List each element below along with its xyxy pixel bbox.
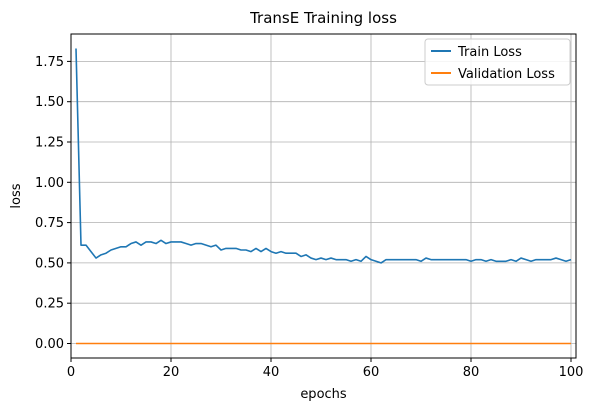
x-tick-label: 20 bbox=[163, 365, 180, 380]
x-tick-label: 100 bbox=[559, 365, 584, 380]
plot-frame bbox=[70, 33, 577, 359]
x-tick-label: 60 bbox=[363, 365, 380, 380]
y-tick-label: 0.25 bbox=[35, 297, 64, 312]
x-tick-label: 0 bbox=[67, 365, 75, 380]
series-line-train-loss bbox=[75, 48, 572, 264]
y-tick-label: 0.50 bbox=[35, 256, 64, 271]
y-tick-label: 1.50 bbox=[35, 95, 64, 110]
y-tick-label: 1.75 bbox=[35, 55, 64, 70]
y-tick-label: 0.00 bbox=[35, 337, 64, 352]
legend: Train Loss Validation Loss bbox=[424, 38, 571, 86]
legend-box bbox=[424, 38, 571, 86]
y-tick-label: 1.00 bbox=[35, 176, 64, 191]
legend-label-validation-loss: Validation Loss bbox=[458, 67, 555, 82]
x-axis-label: epochs bbox=[300, 387, 347, 402]
x-tick-label: 80 bbox=[463, 365, 480, 380]
ticks: 0 20 40 60 80 100 0.00 0.25 0.50 0.75 1.00 1.25 1.50… bbox=[35, 55, 583, 380]
legend-label-train-loss: Train Loss bbox=[457, 45, 522, 60]
series-layer bbox=[75, 48, 572, 345]
y-tick-label: 1.25 bbox=[35, 136, 64, 151]
x-tick-label: 40 bbox=[263, 365, 280, 380]
y-tick-label: 0.75 bbox=[35, 216, 64, 231]
y-axis-label: loss bbox=[9, 183, 24, 208]
chart-title: TransE Training loss bbox=[249, 9, 397, 27]
